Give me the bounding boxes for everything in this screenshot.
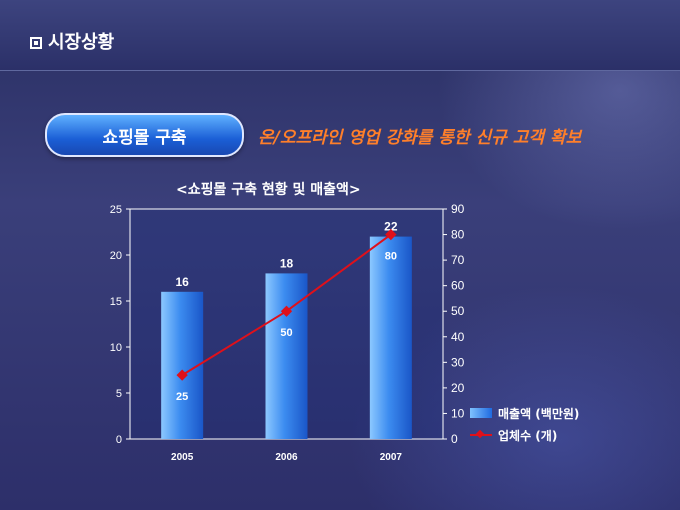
tagline: 온/오프라인 영업 강화를 통한 신규 고객 확보 bbox=[258, 128, 582, 148]
bar-value-label: 16 bbox=[175, 275, 189, 289]
x-tick-label: 2006 bbox=[275, 452, 298, 463]
right-tick-label: 50 bbox=[451, 304, 465, 318]
x-tick-label: 2007 bbox=[380, 452, 403, 463]
right-tick-label: 20 bbox=[451, 381, 465, 395]
right-tick-label: 90 bbox=[451, 202, 465, 216]
page-title-text: 시장상황 bbox=[48, 32, 115, 53]
right-tick-label: 70 bbox=[451, 253, 465, 267]
header-bar bbox=[0, 0, 680, 71]
left-tick-label: 0 bbox=[116, 434, 122, 446]
bar bbox=[369, 236, 412, 439]
line-value-label: 25 bbox=[176, 391, 188, 403]
legend-item-sales: 매출액 (백만원) bbox=[470, 404, 579, 422]
right-tick-label: 40 bbox=[451, 330, 465, 344]
section-badge-label: 쇼핑몰 구축 bbox=[102, 127, 187, 148]
right-tick-label: 10 bbox=[451, 406, 465, 420]
bar-value-label: 22 bbox=[384, 220, 398, 234]
left-tick-label: 25 bbox=[110, 204, 122, 216]
right-tick-label: 30 bbox=[451, 355, 465, 369]
line-point bbox=[280, 305, 293, 317]
square-bullet-icon bbox=[30, 37, 42, 49]
line-value-label: 50 bbox=[280, 327, 292, 339]
left-tick-label: 5 bbox=[116, 388, 122, 400]
left-tick-label: 10 bbox=[110, 342, 122, 354]
section-badge: 쇼핑몰 구축 bbox=[45, 113, 244, 157]
legend-label-count: 업체수 (개) bbox=[498, 428, 558, 443]
left-tick-label: 20 bbox=[110, 250, 122, 262]
legend: 매출액 (백만원) 업체수 (개) bbox=[470, 404, 579, 448]
bar bbox=[265, 273, 308, 439]
bar-value-label: 18 bbox=[280, 256, 294, 270]
x-tick-label: 2005 bbox=[171, 452, 194, 463]
legend-bar-swatch bbox=[470, 408, 492, 418]
page-title: 시장상황 bbox=[30, 28, 114, 54]
line-point bbox=[385, 228, 397, 241]
right-tick-label: 80 bbox=[451, 228, 465, 242]
chart-title: <쇼핑몰 구축 현황 및 매출액> bbox=[176, 182, 361, 198]
legend-line-swatch bbox=[470, 430, 492, 440]
legend-item-count: 업체수 (개) bbox=[470, 426, 579, 444]
legend-label-sales: 매출액 (백만원) bbox=[498, 406, 580, 421]
left-tick-label: 15 bbox=[110, 296, 122, 308]
line-point bbox=[176, 369, 188, 381]
right-tick-label: 0 bbox=[451, 432, 458, 446]
right-tick-label: 60 bbox=[451, 279, 465, 293]
line-value-label: 80 bbox=[385, 251, 397, 263]
